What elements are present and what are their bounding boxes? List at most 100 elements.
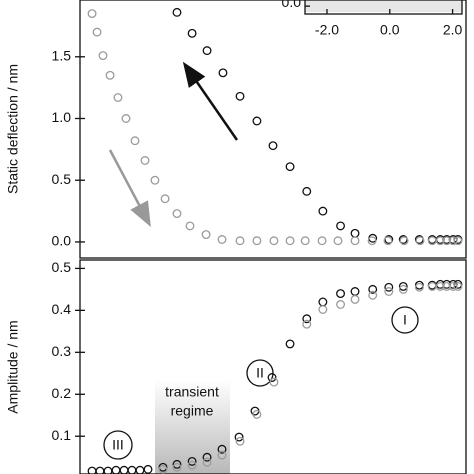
data-point <box>383 236 393 246</box>
y-axis-label: Static deflection / nm <box>5 64 21 194</box>
data-point <box>235 436 245 446</box>
y-tick-label: 1.0 <box>52 109 72 125</box>
data-point <box>368 284 378 294</box>
annotation: III <box>112 437 124 453</box>
data-point <box>448 281 458 291</box>
data-point <box>442 236 452 246</box>
data-point <box>234 432 244 442</box>
data-point <box>103 466 113 474</box>
data-point <box>318 305 328 314</box>
data-point <box>350 228 360 238</box>
x-tick-label: -2.0 <box>315 22 339 38</box>
data-point <box>217 444 227 454</box>
data-point <box>384 287 394 296</box>
regime-circle <box>391 306 419 334</box>
data-point <box>140 156 150 165</box>
data-point <box>336 289 345 299</box>
data-point <box>399 236 409 246</box>
data-point <box>252 116 262 126</box>
data-point <box>398 284 408 294</box>
y-axis-label: Amplitude / nm <box>5 320 21 413</box>
y-tick-label: 0.2 <box>52 385 72 401</box>
y-tick-label: 0.1 <box>52 427 72 443</box>
data-point <box>202 457 212 467</box>
data-point <box>414 282 424 292</box>
data-point <box>217 235 227 244</box>
data-point <box>185 221 195 231</box>
y-tick-label: 0.5 <box>52 171 72 187</box>
data-point <box>235 91 245 101</box>
annotation: I <box>403 312 407 328</box>
y-tick-label: 0.3 <box>52 343 72 359</box>
annotation: regime <box>171 403 214 419</box>
data-point <box>367 236 377 246</box>
data-point <box>384 235 394 244</box>
x-tick-label: 0.0 <box>380 22 400 38</box>
data-point <box>336 221 345 231</box>
data-point <box>350 287 360 296</box>
data-point <box>453 281 463 291</box>
data-point <box>368 290 378 300</box>
arrow <box>182 61 239 141</box>
plot-frame <box>79 0 467 259</box>
data-point <box>318 206 328 216</box>
data-point <box>269 377 279 387</box>
data-point <box>318 297 328 307</box>
data-point <box>87 9 97 19</box>
data-point <box>160 194 170 204</box>
plot-frame <box>79 259 467 474</box>
data-point <box>235 236 245 246</box>
data-point <box>187 28 197 38</box>
data-point <box>187 460 197 470</box>
data-point <box>398 281 408 291</box>
annotation: transient <box>165 384 219 400</box>
y-tick-label: 0.0 <box>282 0 302 10</box>
data-point <box>302 186 312 196</box>
data-point <box>268 141 278 151</box>
y-tick-label: 1.5 <box>52 47 72 63</box>
inset-fill <box>305 0 462 12</box>
data-point <box>172 209 182 219</box>
data-point <box>302 319 312 329</box>
y-tick-label: 0.5 <box>52 259 72 275</box>
data-point <box>435 281 445 291</box>
data-point <box>187 456 197 466</box>
data-point <box>201 230 211 239</box>
data-point <box>384 282 394 292</box>
data-point <box>150 175 160 185</box>
data-point <box>415 236 425 246</box>
data-point <box>135 465 145 474</box>
annotation: II <box>256 365 264 381</box>
data-point <box>398 235 408 244</box>
data-point <box>218 68 228 78</box>
regime-circle <box>246 359 274 387</box>
data-point <box>302 314 312 324</box>
data-point <box>300 236 310 246</box>
data-point <box>317 236 327 246</box>
data-point <box>143 464 153 474</box>
data-point <box>119 465 129 474</box>
data-point <box>336 300 345 309</box>
data-point <box>95 466 105 474</box>
data-point <box>92 27 102 37</box>
data-point <box>172 459 182 469</box>
data-point <box>285 236 295 246</box>
data-point <box>442 281 452 291</box>
data-point <box>121 114 131 123</box>
data-point <box>105 70 115 80</box>
data-point <box>127 465 137 474</box>
data-point <box>252 236 262 246</box>
data-point <box>285 339 295 349</box>
x-tick-label: 2.0 <box>443 22 463 38</box>
data-point <box>111 465 121 474</box>
data-point <box>267 373 277 382</box>
data-point <box>448 236 458 246</box>
data-point <box>285 162 295 172</box>
transient-region <box>155 380 230 474</box>
y-tick-label: 0.4 <box>52 301 72 317</box>
data-point <box>172 7 182 17</box>
data-point <box>333 236 343 246</box>
data-point <box>202 46 212 56</box>
